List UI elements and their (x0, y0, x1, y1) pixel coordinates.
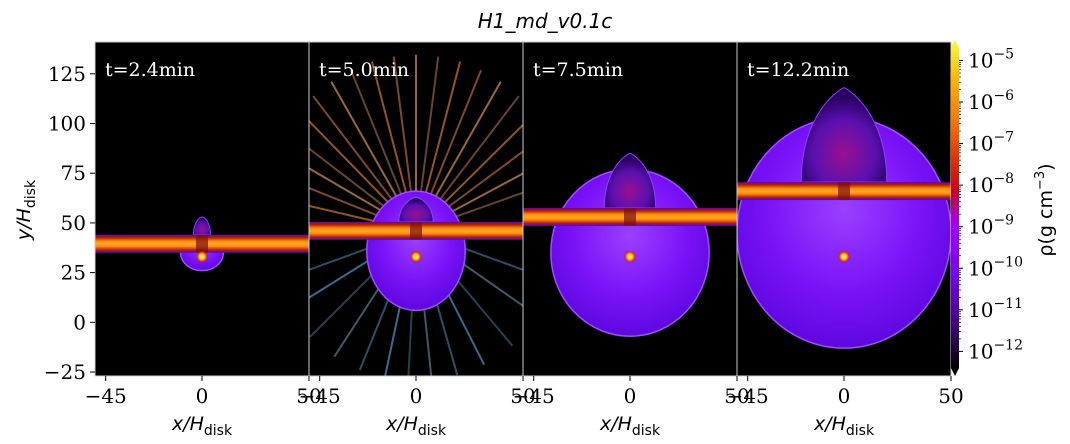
y-tick-label: 50 (61, 211, 86, 235)
x-tick-label: 50 (510, 384, 535, 408)
panel-3: t=7.5min (522, 41, 738, 377)
x-axis-label: x/Hdisk (171, 413, 233, 439)
x-tick-label: −45 (299, 384, 341, 408)
x-tick-label: −45 (513, 384, 555, 408)
panel-1: t=2.4min (94, 41, 310, 377)
y-axis: −25 0 25 50 75 100 125 y/Hdisk (13, 62, 95, 384)
colorbar-gradient (951, 48, 959, 368)
panel-2: t=5.0min (308, 41, 524, 377)
x-tick-label: 0 (838, 384, 851, 408)
x-axis-label: x/Hdisk (385, 413, 447, 439)
time-label: t=12.2min (747, 59, 849, 81)
panel-content (523, 152, 737, 337)
outflow-cap (192, 216, 212, 236)
x-axis-label: x/Hdisk (813, 413, 875, 439)
colorbar-tick-label: 10−10 (968, 254, 1023, 280)
panels-group: t=2.4min t=5.0min t=7.5min t=12.2min (94, 41, 952, 377)
colorbar-tick-label: 10−5 (968, 46, 1014, 72)
x-axes: −45 0 50 x/Hdisk −45 0 50 x/Hdisk −45 0 50 x/Hdisk −… (85, 376, 964, 439)
colorbar-tick-label: 10−6 (968, 88, 1014, 114)
y-tick-label: −25 (44, 360, 86, 384)
y-tick-label: 75 (61, 161, 86, 185)
x-tick-label: 0 (624, 384, 637, 408)
outflow-cap (800, 87, 888, 183)
disk-funnel (196, 234, 208, 253)
colorbar-tick-label: 10−7 (968, 130, 1014, 156)
x-tick-label: 0 (410, 384, 423, 408)
x-tick-label: 50 (296, 384, 321, 408)
colorbar: 10−5 10−6 10−7 10−8 10−9 10−10 10−11 10−12 ρ(g c… (951, 40, 1057, 376)
central-object (199, 254, 205, 259)
y-tick-label: 0 (73, 310, 86, 334)
panel-content (737, 87, 951, 349)
panel-background (95, 42, 309, 376)
colorbar-tick-label: 10−11 (968, 296, 1023, 322)
y-tick-label: 25 (61, 261, 86, 285)
central-object (413, 254, 419, 259)
disk-funnel (624, 208, 636, 226)
time-label: t=5.0min (319, 59, 409, 81)
time-label: t=7.5min (533, 59, 623, 81)
y-axis-label: y/Hdisk (13, 179, 39, 241)
time-label: t=2.4min (105, 59, 195, 81)
x-axis-label: x/Hdisk (599, 413, 661, 439)
x-tick-label: −45 (85, 384, 127, 408)
colorbar-tick-label: 10−12 (968, 337, 1023, 363)
y-tick-label: 100 (48, 112, 86, 136)
outflow-cap (603, 152, 657, 209)
central-object (841, 254, 847, 259)
colorbar-tick-label: 10−9 (968, 213, 1014, 239)
x-tick-label: 50 (938, 384, 963, 408)
panel-content (95, 216, 309, 272)
outflow-cap (398, 196, 434, 223)
colorbar-label: ρ(g cm−3) (1033, 163, 1057, 256)
figure-title: H1_md_v0.1c (478, 9, 613, 33)
x-tick-label: 50 (724, 384, 749, 408)
central-object (627, 254, 633, 259)
disk-funnel (838, 182, 850, 201)
x-tick-label: −45 (727, 384, 769, 408)
y-tick-label: 125 (48, 62, 86, 86)
colorbar-top-extend (951, 40, 959, 48)
panel-content (309, 54, 523, 376)
disk-funnel (410, 221, 422, 240)
panel-4: t=12.2min (736, 41, 952, 377)
x-tick-label: 0 (196, 384, 209, 408)
colorbar-tick-label: 10−8 (968, 171, 1014, 197)
colorbar-bottom-extend (951, 368, 959, 376)
